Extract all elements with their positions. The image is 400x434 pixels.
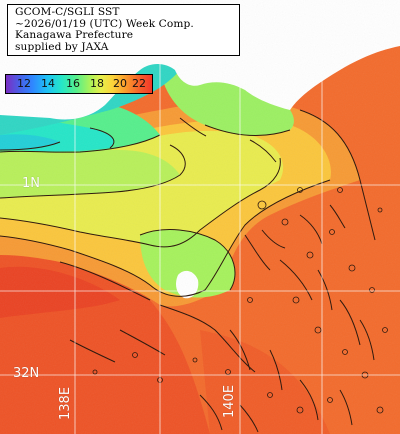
longitude-label-east: 140E — [222, 384, 237, 418]
map-title-box: GCOM-C/SGLI SST ~2026/01/19 (UTC) Week C… — [7, 4, 240, 56]
title-line-1: GCOM-C/SGLI SST — [15, 6, 120, 18]
colorbar-label-20: 20 — [113, 77, 127, 90]
title-line-4: supplied by JAXA — [15, 41, 109, 54]
title-line-2: ~2026/01/19 (UTC) Week Comp. — [15, 17, 194, 30]
latitude-label-south: 32N — [13, 366, 40, 381]
colorbar-label-22: 22 — [132, 77, 146, 90]
longitude-label-west: 138E — [58, 386, 73, 420]
colorbar-label-16: 16 — [66, 77, 80, 90]
colorbar-label-12: 12 — [17, 77, 31, 90]
colorbar-label-18: 18 — [90, 77, 104, 90]
colorbar-label-14: 14 — [41, 77, 55, 90]
sst-colorbar: 12 14 16 18 20 22 — [5, 74, 153, 94]
title-line-3: Kanagawa Prefecture — [15, 29, 134, 42]
latitude-label-north: 1N — [22, 176, 40, 191]
